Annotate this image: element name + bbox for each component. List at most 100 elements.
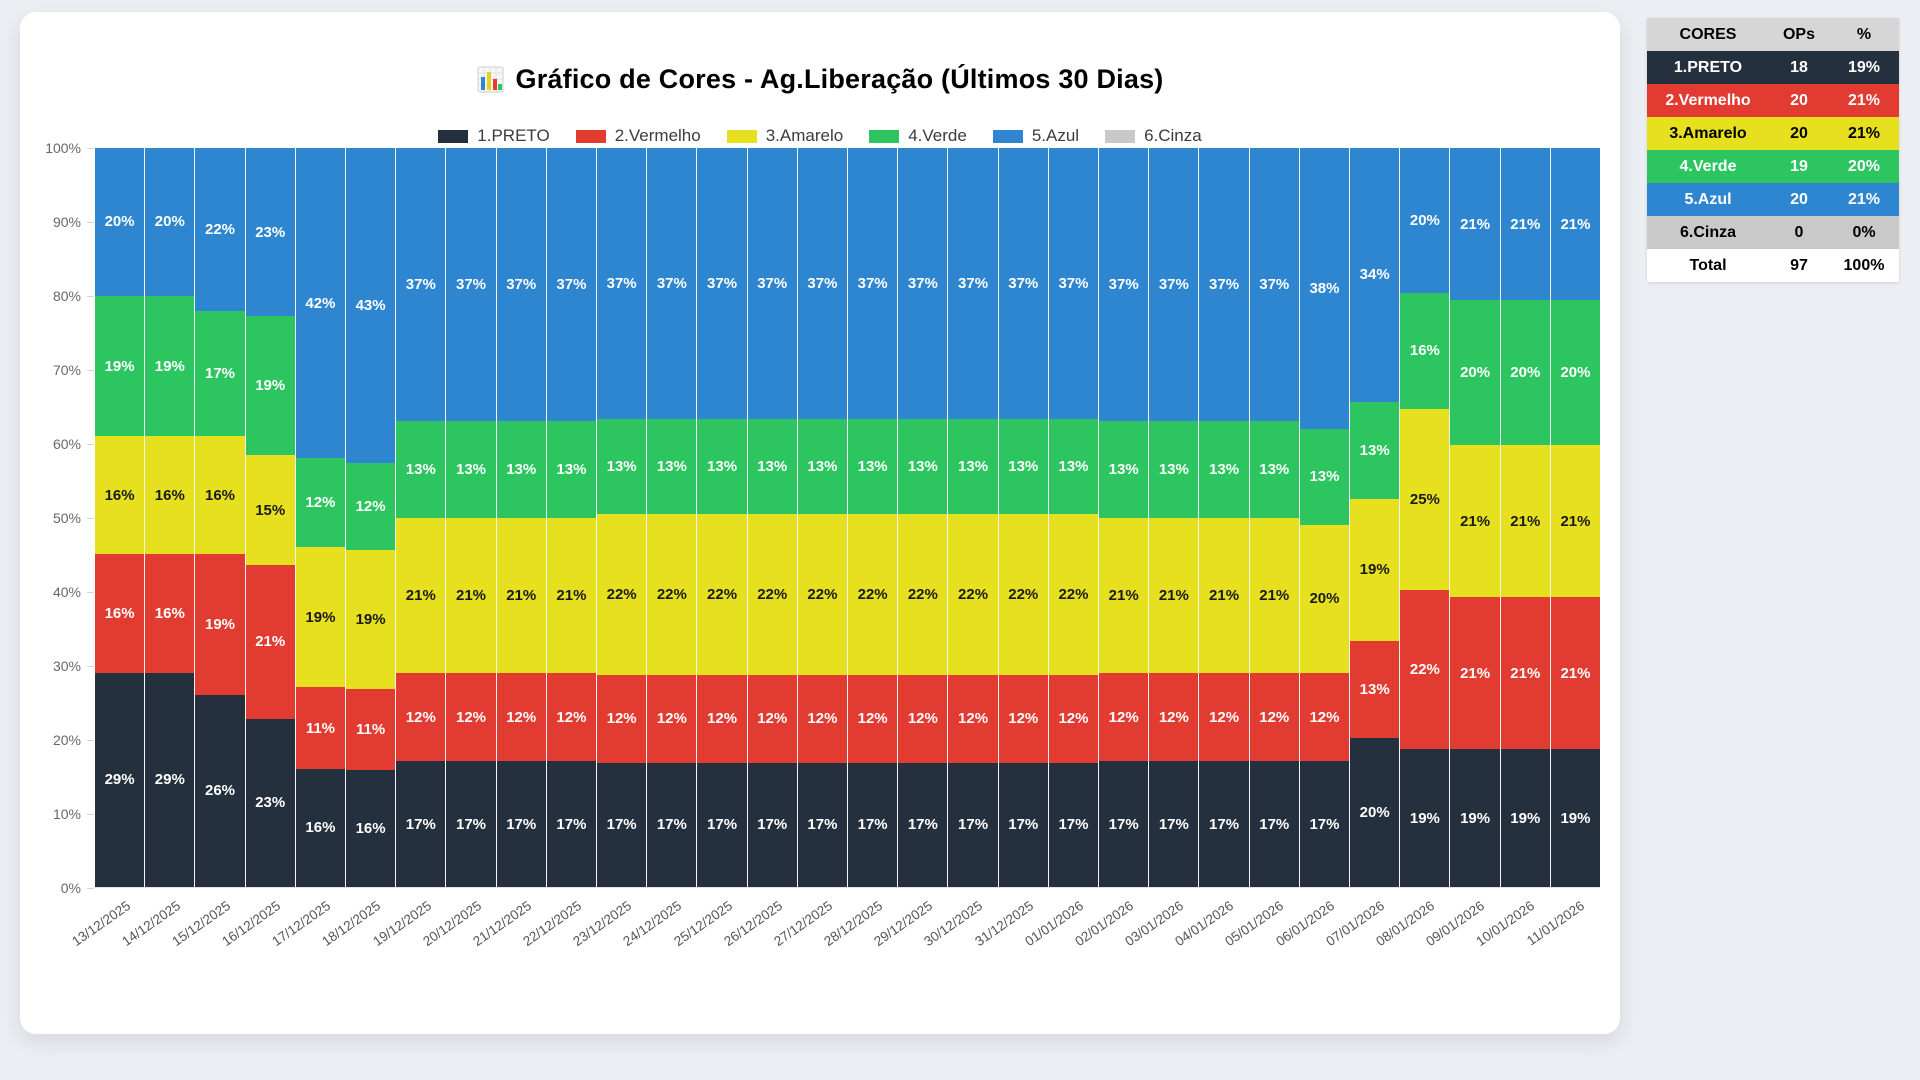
- chart-segment-vermelho[interactable]: 12%: [446, 672, 496, 762]
- legend-item-4[interactable]: 4.Verde: [869, 126, 967, 146]
- chart-segment-preto[interactable]: 17%: [848, 762, 898, 887]
- chart-segment-preto[interactable]: 17%: [998, 762, 1048, 887]
- chart-segment-preto[interactable]: 17%: [898, 762, 948, 887]
- chart-segment-verde[interactable]: 13%: [1249, 421, 1299, 518]
- chart-segment-azul[interactable]: 43%: [346, 148, 396, 463]
- chart-segment-verde[interactable]: 16%: [1400, 292, 1450, 409]
- chart-segment-azul[interactable]: 37%: [1099, 148, 1149, 422]
- chart-segment-azul[interactable]: 37%: [446, 148, 496, 422]
- chart-segment-amarelo[interactable]: 22%: [998, 513, 1048, 675]
- chart-segment-amarelo[interactable]: 21%: [496, 517, 546, 673]
- chart-segment-verde[interactable]: 20%: [1500, 300, 1550, 446]
- legend-item-2[interactable]: 2.Vermelho: [575, 126, 701, 146]
- chart-segment-vermelho[interactable]: 12%: [1099, 672, 1149, 762]
- chart-segment-verde[interactable]: 13%: [1199, 421, 1249, 518]
- chart-segment-preto[interactable]: 26%: [195, 694, 245, 887]
- chart-segment-azul[interactable]: 34%: [1350, 148, 1400, 402]
- chart-segment-vermelho[interactable]: 21%: [1500, 597, 1550, 750]
- chart-segment-preto[interactable]: 17%: [697, 762, 747, 887]
- chart-segment-azul[interactable]: 42%: [295, 148, 346, 459]
- chart-segment-vermelho[interactable]: 12%: [396, 672, 446, 762]
- chart-segment-amarelo[interactable]: 21%: [1550, 445, 1601, 598]
- chart-segment-amarelo[interactable]: 21%: [396, 517, 446, 673]
- chart-segment-azul[interactable]: 22%: [195, 148, 245, 311]
- chart-segment-vermelho[interactable]: 12%: [797, 674, 848, 763]
- chart-segment-azul[interactable]: 37%: [848, 148, 898, 419]
- chart-segment-vermelho[interactable]: 12%: [1149, 672, 1199, 762]
- chart-segment-verde[interactable]: 12%: [346, 462, 396, 551]
- chart-segment-vermelho[interactable]: 12%: [1249, 672, 1299, 762]
- chart-segment-preto[interactable]: 16%: [346, 769, 396, 887]
- chart-segment-verde[interactable]: 19%: [145, 295, 195, 437]
- chart-segment-preto[interactable]: 17%: [1048, 762, 1099, 887]
- chart-segment-verde[interactable]: 13%: [797, 418, 848, 514]
- chart-segment-verde[interactable]: 13%: [597, 418, 647, 514]
- chart-segment-vermelho[interactable]: 12%: [597, 674, 647, 763]
- chart-segment-amarelo[interactable]: 22%: [597, 513, 647, 675]
- chart-segment-vermelho[interactable]: 12%: [496, 672, 546, 762]
- chart-segment-amarelo[interactable]: 21%: [546, 517, 597, 673]
- chart-segment-azul[interactable]: 37%: [898, 148, 948, 419]
- chart-segment-amarelo[interactable]: 16%: [95, 436, 145, 555]
- chart-segment-preto[interactable]: 17%: [1249, 761, 1299, 887]
- chart-segment-amarelo[interactable]: 21%: [1149, 517, 1199, 673]
- chart-segment-azul[interactable]: 37%: [546, 148, 597, 422]
- chart-segment-azul[interactable]: 37%: [948, 148, 998, 419]
- chart-segment-vermelho[interactable]: 12%: [898, 674, 948, 763]
- chart-segment-vermelho[interactable]: 22%: [1400, 589, 1450, 750]
- chart-segment-verde[interactable]: 13%: [848, 418, 898, 514]
- chart-segment-vermelho[interactable]: 21%: [1550, 597, 1601, 750]
- chart-segment-vermelho[interactable]: 12%: [1048, 674, 1099, 763]
- chart-segment-vermelho[interactable]: 12%: [998, 674, 1048, 763]
- legend-item-1[interactable]: 1.PRETO: [438, 126, 550, 146]
- chart-segment-verde[interactable]: 19%: [245, 316, 295, 456]
- chart-segment-vermelho[interactable]: 21%: [245, 565, 295, 719]
- chart-segment-preto[interactable]: 17%: [1199, 761, 1249, 887]
- chart-segment-verde[interactable]: 13%: [948, 418, 998, 514]
- chart-segment-amarelo[interactable]: 22%: [747, 513, 797, 675]
- chart-segment-preto[interactable]: 17%: [1149, 761, 1199, 887]
- chart-segment-amarelo[interactable]: 21%: [1099, 517, 1149, 673]
- chart-segment-verde[interactable]: 13%: [747, 418, 797, 514]
- chart-segment-vermelho[interactable]: 12%: [948, 674, 998, 763]
- chart-segment-vermelho[interactable]: 12%: [546, 672, 597, 762]
- chart-segment-verde[interactable]: 13%: [647, 418, 697, 514]
- chart-segment-azul[interactable]: 21%: [1450, 148, 1500, 301]
- chart-segment-verde[interactable]: 13%: [496, 421, 546, 518]
- chart-segment-vermelho[interactable]: 16%: [145, 554, 195, 673]
- chart-segment-verde[interactable]: 13%: [1099, 421, 1149, 518]
- chart-segment-amarelo[interactable]: 21%: [1249, 517, 1299, 673]
- chart-segment-amarelo[interactable]: 22%: [848, 513, 898, 675]
- chart-segment-vermelho[interactable]: 16%: [95, 554, 145, 673]
- chart-segment-azul[interactable]: 37%: [998, 148, 1048, 419]
- chart-segment-amarelo[interactable]: 19%: [346, 550, 396, 690]
- chart-segment-amarelo[interactable]: 16%: [145, 436, 195, 555]
- chart-segment-preto[interactable]: 17%: [597, 762, 647, 887]
- chart-segment-amarelo[interactable]: 21%: [1199, 517, 1249, 673]
- chart-segment-preto[interactable]: 17%: [647, 762, 697, 887]
- chart-segment-verde[interactable]: 13%: [898, 418, 948, 514]
- chart-segment-azul[interactable]: 37%: [1048, 148, 1099, 419]
- chart-segment-vermelho[interactable]: 13%: [1350, 640, 1400, 738]
- chart-segment-amarelo[interactable]: 20%: [1299, 524, 1350, 673]
- chart-segment-verde[interactable]: 13%: [446, 421, 496, 518]
- chart-segment-preto[interactable]: 19%: [1550, 749, 1601, 887]
- chart-segment-preto[interactable]: 17%: [1099, 761, 1149, 887]
- chart-segment-verde[interactable]: 13%: [998, 418, 1048, 514]
- chart-segment-verde[interactable]: 19%: [95, 295, 145, 437]
- chart-segment-azul[interactable]: 37%: [797, 148, 848, 419]
- chart-segment-azul[interactable]: 20%: [1400, 148, 1450, 293]
- chart-segment-azul[interactable]: 37%: [496, 148, 546, 422]
- chart-segment-preto[interactable]: 23%: [245, 718, 295, 887]
- chart-segment-vermelho[interactable]: 12%: [697, 674, 747, 763]
- chart-segment-verde[interactable]: 20%: [1450, 300, 1500, 446]
- chart-segment-preto[interactable]: 19%: [1400, 749, 1450, 887]
- legend-item-3[interactable]: 3.Amarelo: [726, 126, 843, 146]
- chart-segment-amarelo[interactable]: 25%: [1400, 408, 1450, 590]
- legend-item-6[interactable]: 6.Cinza: [1105, 126, 1202, 146]
- chart-segment-verde[interactable]: 13%: [1299, 428, 1350, 525]
- chart-segment-azul[interactable]: 37%: [1149, 148, 1199, 422]
- chart-segment-azul[interactable]: 37%: [1199, 148, 1249, 422]
- chart-segment-amarelo[interactable]: 21%: [1450, 445, 1500, 598]
- chart-segment-preto[interactable]: 19%: [1500, 749, 1550, 887]
